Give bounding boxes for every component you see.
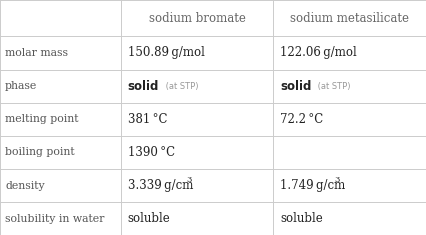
Text: solid: solid <box>280 80 311 93</box>
Text: molar mass: molar mass <box>5 48 68 58</box>
Text: solid: solid <box>128 80 159 93</box>
Text: solubility in water: solubility in water <box>5 214 104 224</box>
Text: boiling point: boiling point <box>5 147 75 157</box>
Text: 122.06 g/mol: 122.06 g/mol <box>280 47 357 59</box>
Text: 1.749 g/cm: 1.749 g/cm <box>280 179 345 192</box>
Text: 3: 3 <box>187 176 192 184</box>
Text: melting point: melting point <box>5 114 79 124</box>
Text: sodium metasilicate: sodium metasilicate <box>290 12 409 25</box>
Text: 1390 °C: 1390 °C <box>128 146 175 159</box>
Text: soluble: soluble <box>128 212 170 225</box>
Text: sodium bromate: sodium bromate <box>149 12 246 25</box>
Text: density: density <box>5 180 45 191</box>
Text: phase: phase <box>5 81 37 91</box>
Text: 150.89 g/mol: 150.89 g/mol <box>128 47 204 59</box>
Text: 3.339 g/cm: 3.339 g/cm <box>128 179 193 192</box>
Text: soluble: soluble <box>280 212 322 225</box>
Text: 3: 3 <box>334 176 340 184</box>
Text: (at STP): (at STP) <box>163 82 198 91</box>
Text: 381 °C: 381 °C <box>128 113 167 126</box>
Text: 72.2 °C: 72.2 °C <box>280 113 323 126</box>
Text: (at STP): (at STP) <box>315 82 350 91</box>
